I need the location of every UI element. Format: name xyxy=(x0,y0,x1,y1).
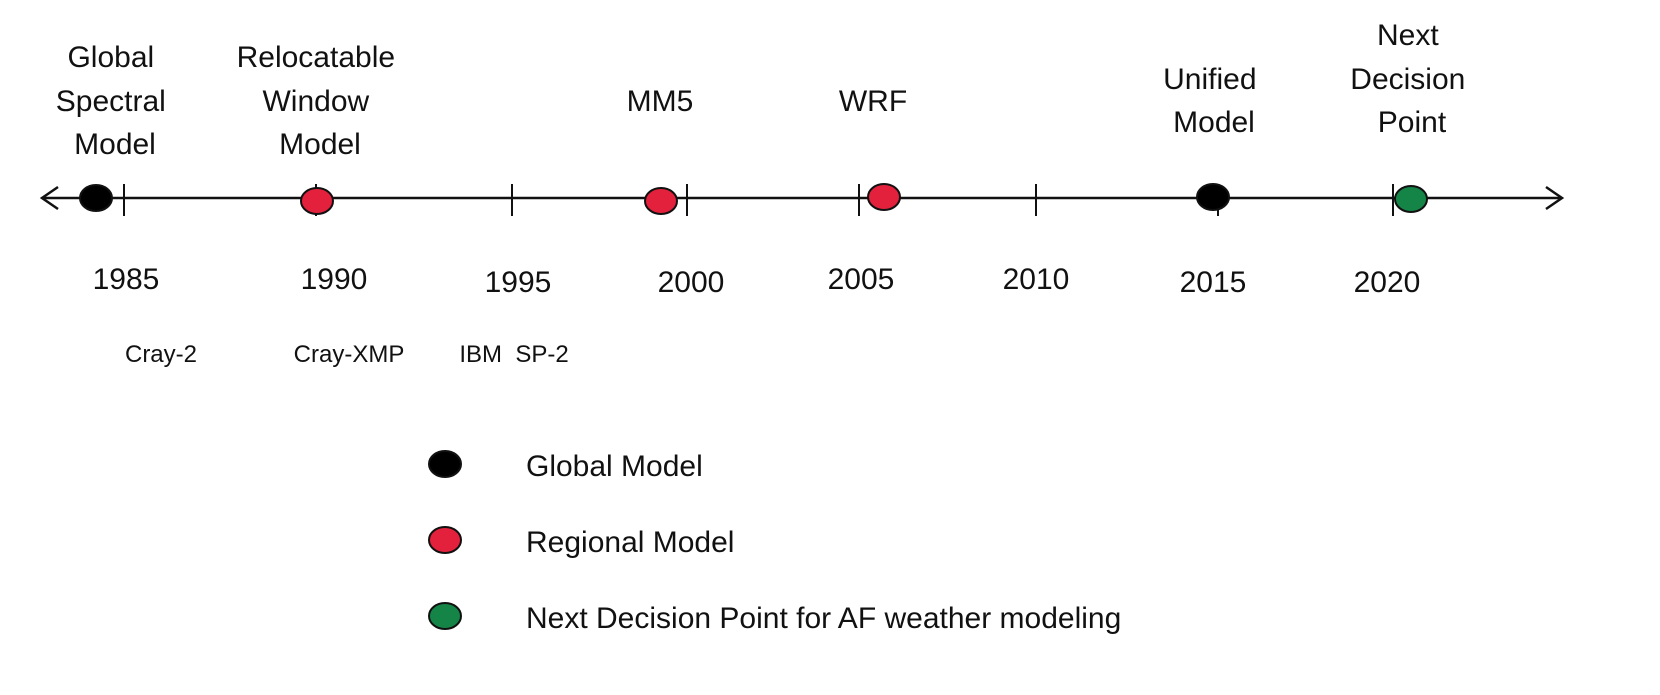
legend-marker-global xyxy=(428,450,462,478)
axis-left-arrowhead xyxy=(39,185,59,211)
event-label-line: Unified xyxy=(1163,63,1256,96)
event-label-line: MM5 xyxy=(627,85,694,118)
year-label-2020: 2020 xyxy=(1354,266,1421,299)
year-labels: 1985 1990 1995 2000 2005 2010 2015 2020 xyxy=(93,263,1421,299)
event-label-line: Model xyxy=(1173,106,1255,139)
year-label-2015: 2015 xyxy=(1180,266,1247,299)
year-label-1990: 1990 xyxy=(301,263,368,296)
event-label-line: Next xyxy=(1377,19,1439,52)
legend-label-global-model: Global Model xyxy=(526,450,703,483)
year-label-1995: 1995 xyxy=(485,266,552,299)
legend-item-next-decision-point: Next Decision Point for AF weather model… xyxy=(428,602,1121,635)
event-label-line: Model xyxy=(74,128,156,161)
event-label-mm5: MM5 xyxy=(627,85,694,118)
event-marker-mm5 xyxy=(644,187,678,215)
legend-label-next-decision-point: Next Decision Point for AF weather model… xyxy=(526,602,1121,635)
legend-item-global-model: Global Model xyxy=(428,450,703,483)
computer-labels: Cray-2 Cray-XMP IBM SP-2 xyxy=(125,341,569,368)
event-marker-next-decision-point xyxy=(1394,185,1428,213)
event-label-line: Spectral xyxy=(56,85,166,118)
computer-label-ibm-sp-2: IBM SP-2 xyxy=(459,341,568,368)
legend-item-regional-model: Regional Model xyxy=(428,526,734,559)
axis-right-arrowhead xyxy=(1545,185,1565,211)
legend-marker-decision xyxy=(428,602,462,630)
event-label-relocatable-window-model: Relocatable Window Model xyxy=(237,41,404,161)
event-label-line: Model xyxy=(279,128,361,161)
legend-label-regional-model: Regional Model xyxy=(526,526,734,559)
event-marker-global-spectral-model xyxy=(79,184,113,212)
year-label-1985: 1985 xyxy=(93,263,160,296)
event-label-line: Point xyxy=(1378,106,1447,139)
event-markers xyxy=(79,183,1428,215)
event-label-next-decision-point: Next Decision Point xyxy=(1350,19,1473,139)
legend: Global Model Regional Model Next Decisio… xyxy=(428,450,1121,635)
event-label-line: Relocatable xyxy=(237,41,395,74)
year-label-2000: 2000 xyxy=(658,266,725,299)
event-label-line: Window xyxy=(262,85,369,118)
year-label-2005: 2005 xyxy=(828,263,895,296)
event-label-line: Decision xyxy=(1350,63,1465,96)
computer-label-cray-xmp: Cray-XMP xyxy=(294,341,405,368)
event-marker-wrf xyxy=(867,183,901,211)
event-label-global-spectral-model: Global Spectral Model xyxy=(56,41,174,161)
event-label-wrf: WRF xyxy=(839,85,907,118)
event-label-line: WRF xyxy=(839,85,907,118)
year-label-2010: 2010 xyxy=(1003,263,1070,296)
event-marker-unified-model xyxy=(1196,183,1230,211)
event-labels: Global Spectral Model Relocatable Window… xyxy=(56,19,1473,161)
legend-marker-regional xyxy=(428,526,462,554)
event-marker-relocatable-window-model xyxy=(300,187,334,215)
computer-label-cray-2: Cray-2 xyxy=(125,341,197,368)
event-label-line: Global xyxy=(67,41,154,74)
event-label-unified-model: Unified Model xyxy=(1163,63,1265,139)
